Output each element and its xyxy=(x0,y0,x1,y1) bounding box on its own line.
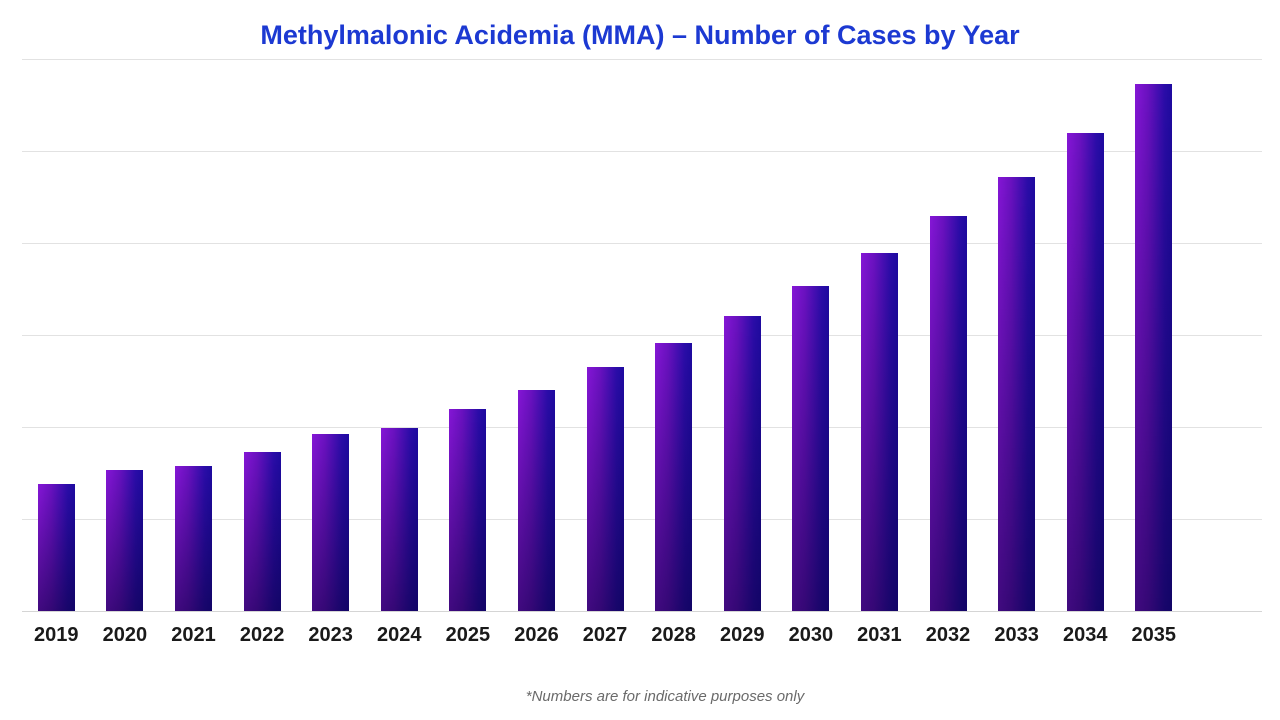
gridline xyxy=(22,59,1262,60)
bar-column-2033 xyxy=(982,59,1051,611)
bar-2032 xyxy=(929,216,967,611)
x-axis-label-2032: 2032 xyxy=(925,624,971,646)
x-axis-line xyxy=(22,611,1262,612)
bar-column-2021 xyxy=(159,59,228,611)
x-axis-label-2023: 2023 xyxy=(308,624,353,646)
chart-title: Methylmalonic Acidemia (MMA) – Number of… xyxy=(260,20,1020,50)
plot-area xyxy=(22,59,1262,612)
bar-column-2024 xyxy=(365,59,434,611)
bar-2027 xyxy=(586,367,624,611)
bar-2028 xyxy=(655,343,693,611)
x-axis-label-2019: 2019 xyxy=(34,624,79,646)
bar-column-2026 xyxy=(502,59,571,611)
bar-column-2025 xyxy=(434,59,503,611)
bar-column-2020 xyxy=(91,59,160,611)
x-axis-label-2029: 2029 xyxy=(719,624,765,646)
x-axis-label-2025: 2025 xyxy=(445,624,491,646)
bar-column-2034 xyxy=(1051,59,1120,611)
bar-column-2028 xyxy=(639,59,708,611)
bar-column-2023 xyxy=(296,59,365,611)
bar-column-2032 xyxy=(914,59,983,611)
gridline xyxy=(22,427,1262,428)
x-axis-label-2021: 2021 xyxy=(171,624,216,646)
bar-2019 xyxy=(37,484,75,611)
bar-2026 xyxy=(517,390,555,611)
x-axis-label-2033: 2033 xyxy=(994,624,1039,646)
gridline xyxy=(22,243,1262,244)
x-axis-label-2034: 2034 xyxy=(1062,624,1108,646)
bar-2035 xyxy=(1135,83,1173,611)
bar-2023 xyxy=(312,434,350,611)
bar-2033 xyxy=(998,176,1036,611)
bar-column-2031 xyxy=(845,59,914,611)
bars-group xyxy=(22,59,1188,611)
footnote: *Numbers are for indicative purposes onl… xyxy=(525,688,805,705)
x-axis-label-2022: 2022 xyxy=(239,624,285,646)
gridline xyxy=(22,151,1262,152)
bar-2021 xyxy=(174,465,212,611)
bar-2025 xyxy=(449,408,487,611)
bar-2034 xyxy=(1066,132,1104,611)
bar-2030 xyxy=(792,286,830,611)
gridline xyxy=(22,335,1262,336)
bar-column-2035 xyxy=(1120,59,1189,611)
x-axis-label-2035: 2035 xyxy=(1131,624,1177,646)
x-axis-label-2030: 2030 xyxy=(788,624,834,646)
gridline xyxy=(22,519,1262,520)
x-axis-label-2020: 2020 xyxy=(102,624,148,646)
bar-column-2030 xyxy=(777,59,846,611)
bar-column-2019 xyxy=(22,59,91,611)
bar-2031 xyxy=(860,253,898,611)
x-axis-label-2027: 2027 xyxy=(582,624,628,646)
x-axis-label-2028: 2028 xyxy=(651,624,696,646)
x-axis-label-2024: 2024 xyxy=(377,624,422,646)
bar-2024 xyxy=(380,427,418,611)
bar-column-2029 xyxy=(708,59,777,611)
bar-column-2022 xyxy=(228,59,297,611)
x-axis-label-2026: 2026 xyxy=(514,624,559,646)
bar-2029 xyxy=(723,315,761,611)
x-axis-label-2031: 2031 xyxy=(857,624,902,646)
bar-column-2027 xyxy=(571,59,640,611)
bar-2022 xyxy=(243,451,281,611)
bar-2020 xyxy=(106,470,144,611)
x-axis: 2019 2020 2021 2022 2023 2024 2025 2026 2027 2028… xyxy=(22,624,1188,647)
